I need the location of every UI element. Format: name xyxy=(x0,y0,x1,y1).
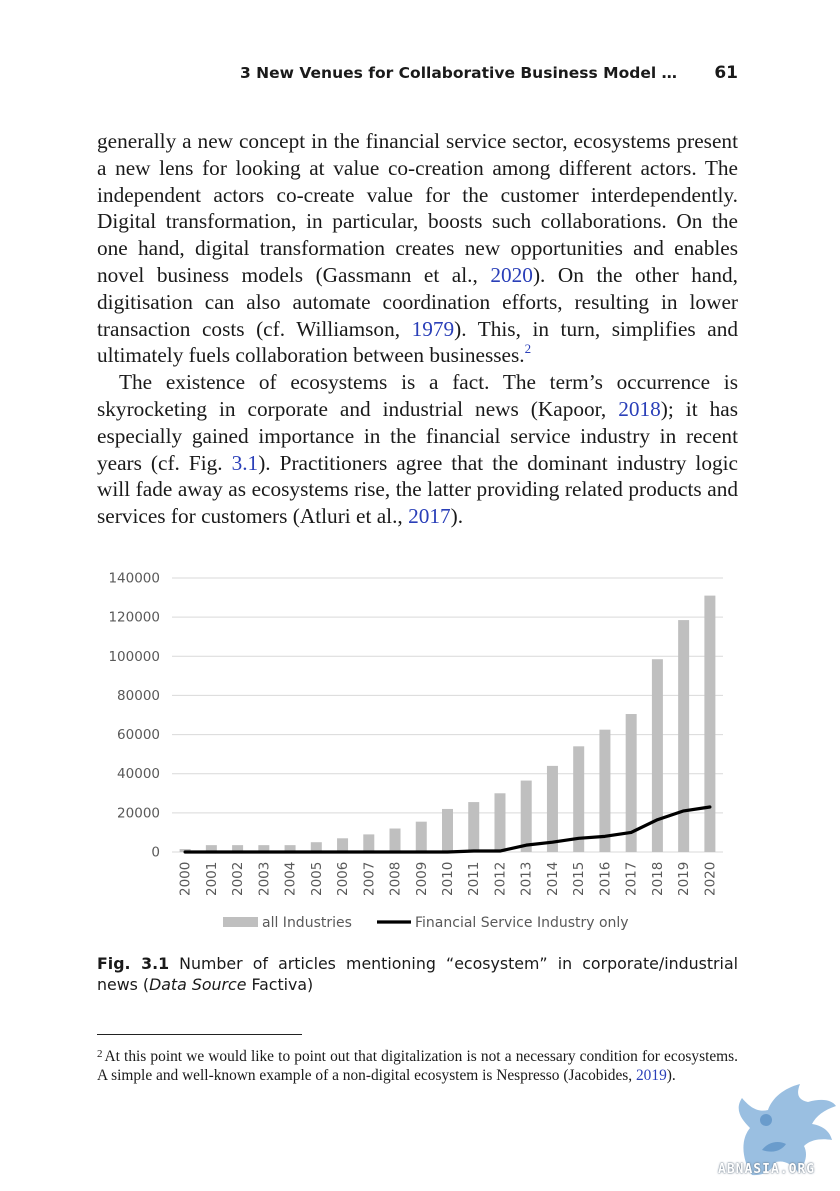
watermark-text: ABNASIA.ORG xyxy=(718,1162,816,1177)
footnote-end: ). xyxy=(666,1066,676,1084)
x-tick-label: 2017 xyxy=(624,862,640,896)
legend-label: all Industries xyxy=(262,915,352,931)
text-run: generally a new concept in the financial… xyxy=(97,129,738,287)
bar xyxy=(494,793,506,852)
x-tick-label: 2009 xyxy=(414,862,430,896)
griffin-logo-icon xyxy=(738,1084,836,1176)
running-head: 3 New Venues for Collaborative Business … xyxy=(240,63,740,88)
bar xyxy=(284,845,296,852)
x-tick-label: 2008 xyxy=(388,862,404,896)
x-tick-label: 2019 xyxy=(676,862,692,896)
x-tick-label: 2010 xyxy=(440,862,456,896)
bar xyxy=(573,746,585,852)
y-tick-label: 100000 xyxy=(108,649,160,665)
footnote-citation-link[interactable]: 2019 xyxy=(635,1066,667,1084)
y-tick-label: 20000 xyxy=(117,805,160,821)
bar xyxy=(468,802,480,852)
bar xyxy=(337,838,349,852)
bar xyxy=(625,714,637,852)
chart-y-ticks: 0 20000 40000 60000 80000 100000 120000 140000 xyxy=(108,571,160,861)
x-tick-label: 2005 xyxy=(309,862,325,896)
caption-text: Number of articles mentioning “ecosystem… xyxy=(97,954,739,994)
bar xyxy=(704,595,716,852)
citation-link[interactable]: 2017 xyxy=(408,504,451,529)
x-tick-label: 2016 xyxy=(597,862,613,896)
x-tick-label: 2020 xyxy=(702,862,718,896)
x-tick-label: 2004 xyxy=(283,862,299,896)
chart-line-layer xyxy=(183,805,712,854)
x-tick-label: 2012 xyxy=(492,862,508,896)
body-text: generally a new concept in the financial… xyxy=(97,128,738,530)
bar xyxy=(310,842,322,852)
bar xyxy=(205,845,217,852)
paragraph-2: The existence of ecosystems is a fact. T… xyxy=(97,369,738,530)
paragraph-1: generally a new concept in the financial… xyxy=(97,128,738,369)
y-tick-label: 60000 xyxy=(117,727,160,743)
x-tick-label: 2003 xyxy=(256,862,272,896)
x-tick-label: 2018 xyxy=(650,862,666,896)
series-line-financial-service xyxy=(183,805,712,854)
bar xyxy=(651,659,663,852)
x-tick-label: 2006 xyxy=(335,862,351,896)
text-run: ). Practitioners agree that the dominant… xyxy=(97,450,738,529)
bar xyxy=(520,780,532,852)
y-tick-label: 40000 xyxy=(117,766,160,782)
bar xyxy=(232,845,244,852)
y-tick-label: 120000 xyxy=(108,610,160,626)
legend-label: Financial Service Industry only xyxy=(415,915,629,931)
bar xyxy=(389,828,401,852)
x-tick-label: 2015 xyxy=(571,862,587,896)
x-tick-label: 2002 xyxy=(230,862,246,896)
bar xyxy=(363,834,375,852)
footnote: 2 At this point we would like to point ou… xyxy=(97,1045,738,1086)
bar xyxy=(678,620,690,852)
text-run: ). This, in turn, simplifies and ultimat… xyxy=(97,316,738,368)
caption-source: Factiva) xyxy=(246,975,314,994)
x-tick-label: 2007 xyxy=(361,862,377,896)
y-tick-label: 0 xyxy=(151,845,160,861)
x-tick-label: 2013 xyxy=(519,862,535,896)
footnote-text: At this point we would like to point out… xyxy=(97,1048,738,1084)
running-head-title: 3 New Venues for Collaborative Business … xyxy=(240,64,678,82)
chart-legend: all Industries Financial Service Industry… xyxy=(223,915,629,931)
caption-source-label: Data Source xyxy=(149,975,247,994)
citation-link[interactable]: 1979 xyxy=(411,316,455,341)
y-tick-label: 140000 xyxy=(108,571,160,587)
articles-chart: 020000400006000080000100000120000140000 … xyxy=(108,571,723,931)
citation-link[interactable]: 3.1 xyxy=(231,450,259,475)
bar xyxy=(546,765,558,852)
footnote-rule xyxy=(97,1034,302,1035)
chart-bars xyxy=(179,595,716,852)
text-run: ). xyxy=(450,504,464,529)
text-run: ). On the other hand, digitisation can a… xyxy=(97,262,738,341)
x-tick-label: 2001 xyxy=(204,862,220,896)
bar xyxy=(415,821,427,852)
x-tick-label: 2000 xyxy=(178,862,194,896)
chart-x-ticks: 2000 2001 2002 2003 2004 2005 2006 2007 2008 2009… xyxy=(178,862,719,896)
footnote-mark: 2 xyxy=(97,1048,103,1060)
page-number: 61 xyxy=(714,63,738,83)
bar xyxy=(442,808,453,852)
figure-label: Fig. 3.1 xyxy=(97,954,170,973)
text-run: The existence of ecosystems is a fact. T… xyxy=(97,370,738,421)
figure-caption: Fig. 3.1 Number of articles mentioning “e… xyxy=(97,953,738,995)
y-tick-label: 80000 xyxy=(117,688,160,704)
text-run: ); it has especially gained importance i… xyxy=(97,396,738,475)
footnote-ref[interactable]: 2 xyxy=(524,341,532,357)
bar xyxy=(258,845,270,852)
citation-link[interactable]: 2020 xyxy=(490,262,533,287)
legend-swatch-bar xyxy=(223,917,258,927)
bar xyxy=(599,729,611,852)
citation-link[interactable]: 2018 xyxy=(618,396,661,421)
x-tick-label: 2014 xyxy=(545,862,561,896)
x-tick-label: 2011 xyxy=(466,862,482,896)
